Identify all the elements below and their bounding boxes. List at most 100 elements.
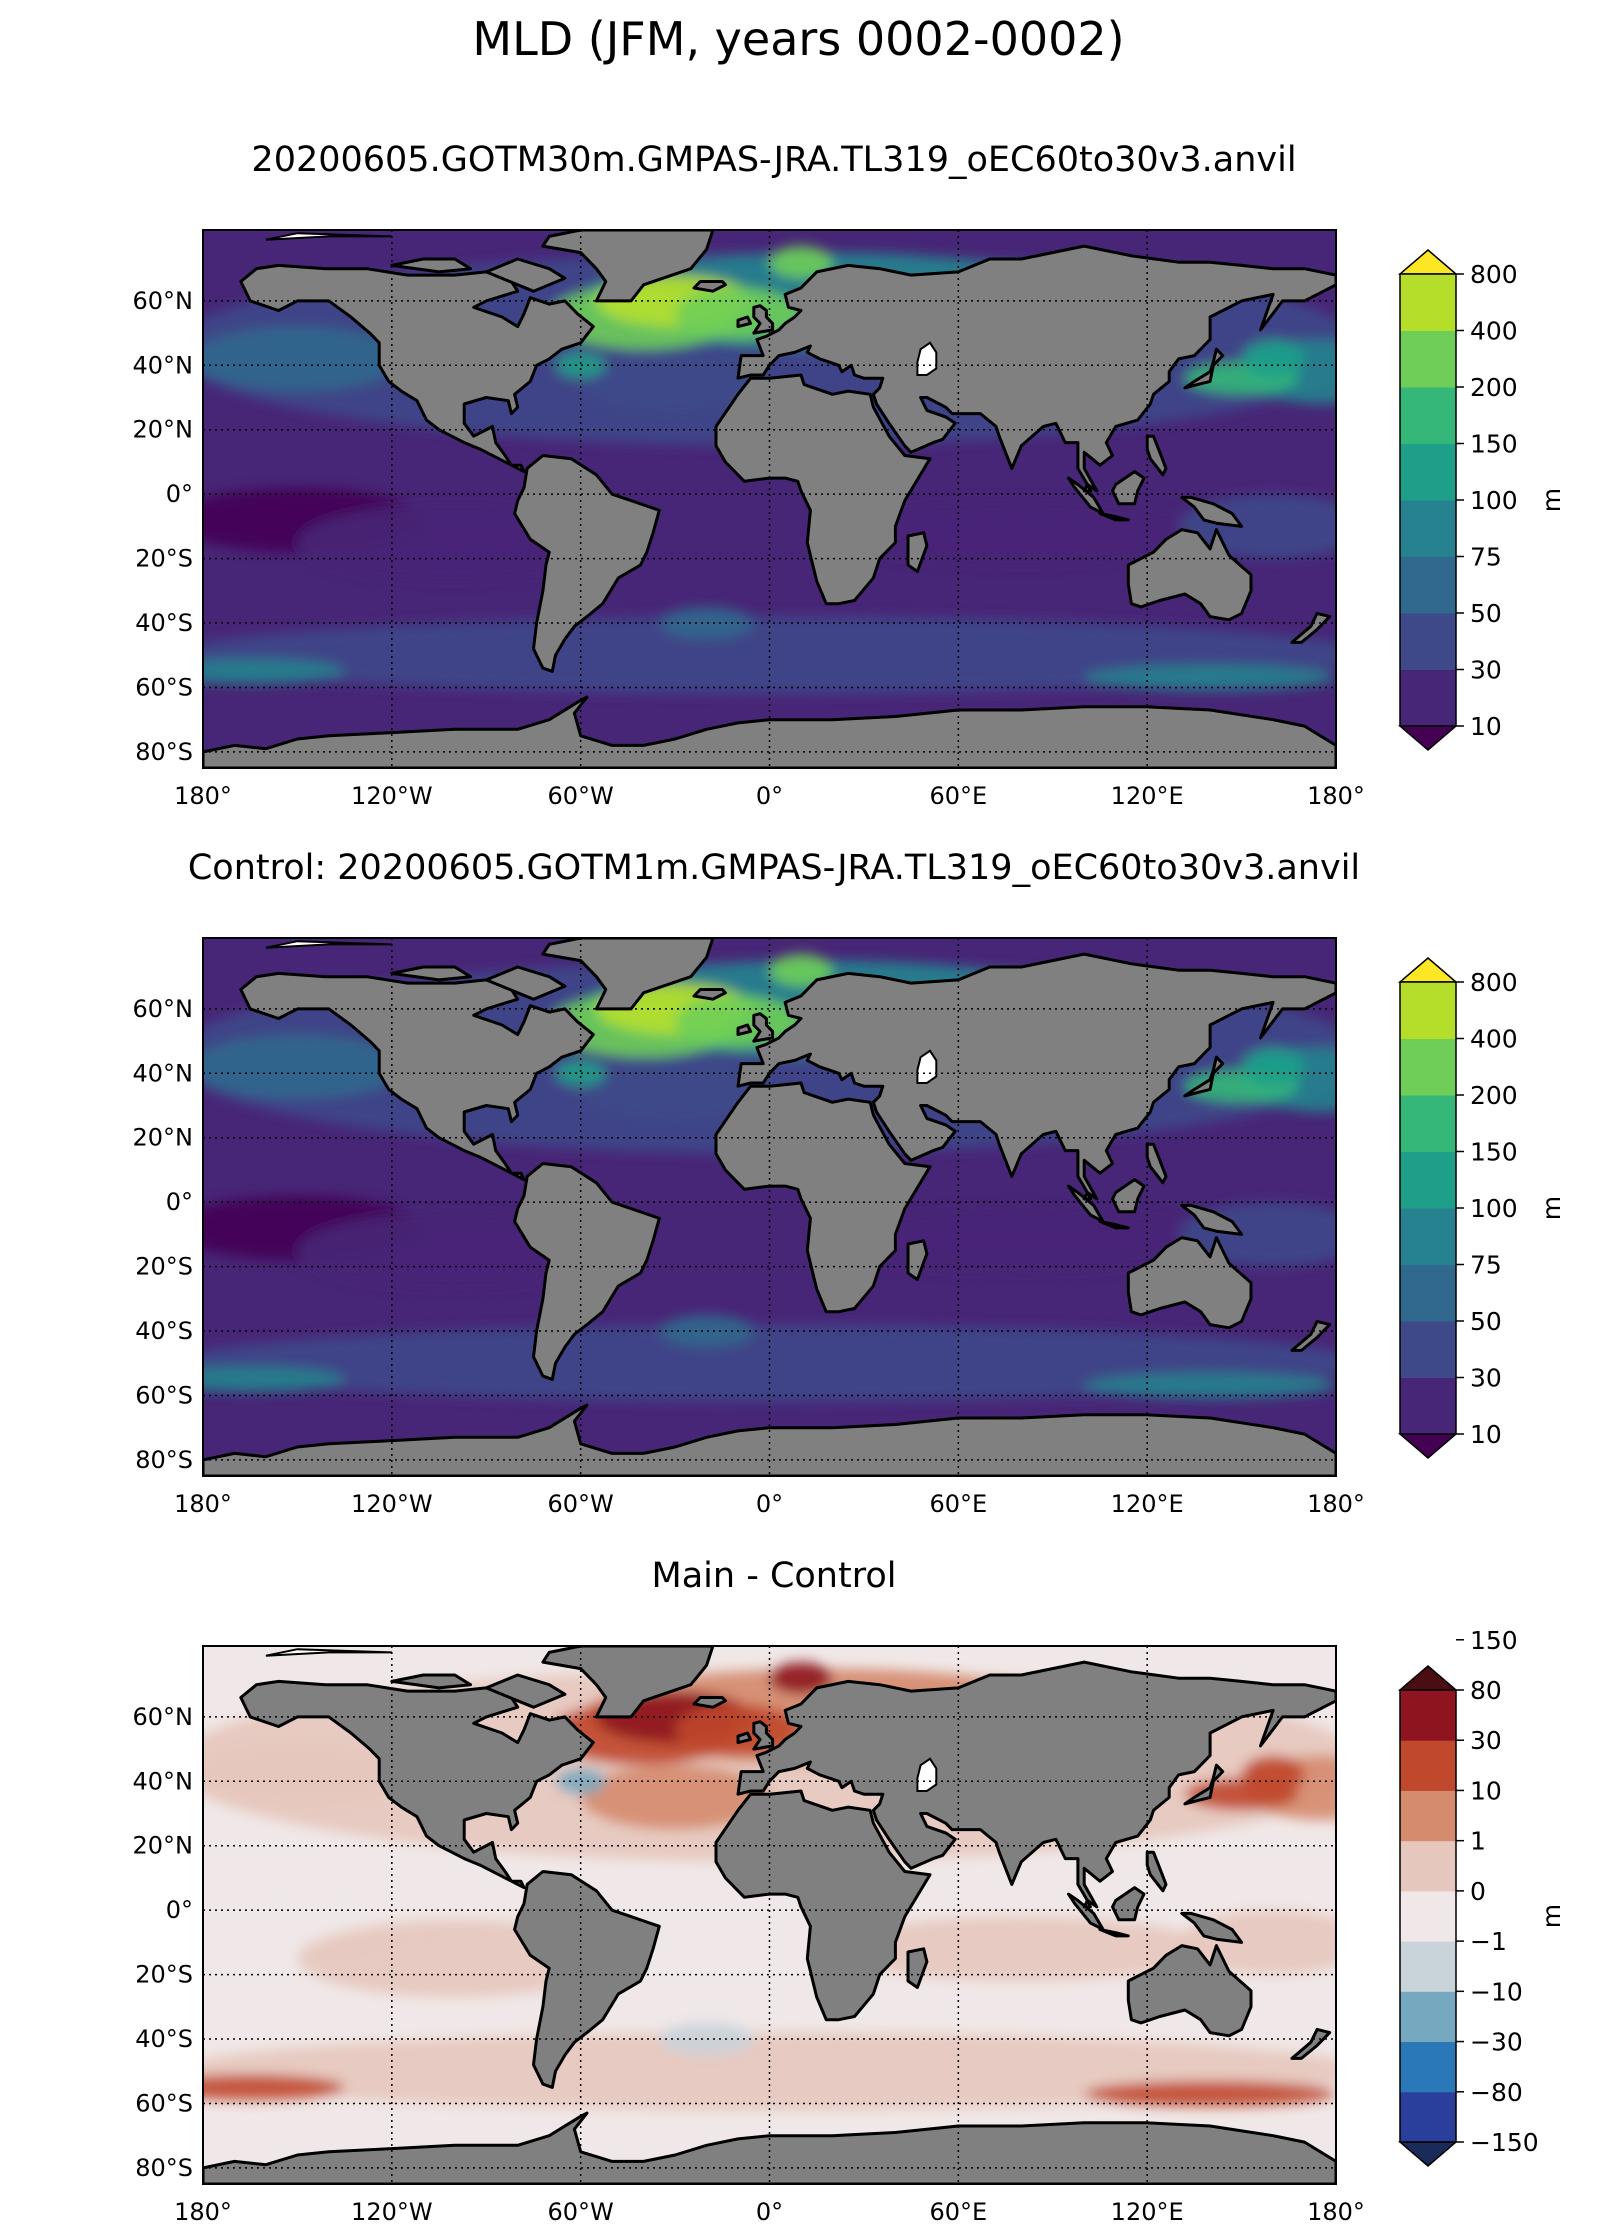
colorbar-tick-label: −1 xyxy=(1470,1927,1507,1956)
colorbar-band xyxy=(1400,1840,1456,1892)
land-polygon xyxy=(692,280,727,293)
ocean-field-patch xyxy=(203,1366,345,1393)
figure-title: MLD (JFM, years 0002-0002) xyxy=(472,12,1125,66)
y-tick-label: 40°N xyxy=(133,1059,194,1087)
colorbar-tick-label: 150 xyxy=(1470,1138,1518,1167)
colorbar-band xyxy=(1400,613,1456,670)
y-tick-label: 20°N xyxy=(133,1832,194,1860)
land-polygon xyxy=(1183,347,1225,390)
x-tick-label: 120°E xyxy=(1111,2198,1184,2226)
y-tick-label: 80°S xyxy=(135,2154,193,2182)
land-polygon xyxy=(513,1870,661,2089)
colorbar-band xyxy=(1400,1151,1456,1209)
colorbar-tick-label: −10 xyxy=(1470,1977,1523,2006)
land-polygon xyxy=(1183,1763,1225,1806)
land-polygon xyxy=(484,1673,567,1709)
y-tick-label: 40°N xyxy=(133,351,194,379)
land-polygon xyxy=(1290,1319,1332,1352)
colorbar-label: m xyxy=(1537,488,1566,512)
colorbar-band xyxy=(1400,443,1456,501)
x-tick-label: 60°W xyxy=(548,1490,614,1518)
ocean-field-patch xyxy=(659,2022,754,2056)
mld-map-main: 180° 120°W 60°W 0° 60°E 120°E 180° 60°N 40°N 20°N… xyxy=(133,229,1566,810)
map-frame xyxy=(202,937,1337,1477)
colorbar-band xyxy=(1400,1740,1456,1791)
land-polygon xyxy=(1180,495,1244,528)
ocean-field-patch xyxy=(580,349,770,414)
land-polygon xyxy=(1111,470,1146,506)
ocean-field-patch xyxy=(203,658,345,685)
land-polygon xyxy=(1082,1899,1092,1909)
colorbar-band xyxy=(1400,556,1456,614)
land-polygon xyxy=(239,1679,595,1890)
land-polygon xyxy=(484,965,567,1001)
land-polygon xyxy=(390,257,472,274)
colorbar-tick-label: 30 xyxy=(1470,1364,1502,1393)
x-tick-label: 0° xyxy=(756,1490,783,1518)
land-polygon xyxy=(906,1947,929,1989)
ocean-field-patch xyxy=(203,1324,1336,1402)
colorbar-tick-label: 10 xyxy=(1470,712,1502,741)
colorbar-tick-label: 800 xyxy=(1470,968,1518,997)
colorbar-band xyxy=(1400,1095,1456,1152)
colorbar-band xyxy=(1400,2041,1456,2093)
land-polygon xyxy=(736,244,1336,493)
ocean-field-patch xyxy=(1084,2080,1336,2107)
land-polygon xyxy=(1180,1203,1244,1236)
ocean-field-patch xyxy=(555,352,606,379)
colorbar-tick-label: 100 xyxy=(1470,1194,1518,1223)
colorbar-extend-high xyxy=(1397,957,1459,983)
land-polygon xyxy=(1126,1944,1253,2038)
colorbar-tick-label: 30 xyxy=(1470,656,1502,685)
ocean-field-patch xyxy=(203,2074,345,2101)
colorbar-band xyxy=(1400,500,1456,557)
x-tick-label: 120°W xyxy=(351,1490,433,1518)
colorbar-band xyxy=(1400,1890,1456,1942)
x-tick-label: 120°E xyxy=(1111,1490,1184,1518)
y-tick-label: 60°N xyxy=(133,1703,194,1731)
land-polygon xyxy=(1082,1191,1092,1201)
ocean-field-patch xyxy=(1084,664,1336,691)
colorbar-tick-label: 800 xyxy=(1470,260,1518,289)
colorbar-tick-label: 1 xyxy=(1470,1827,1486,1856)
x-tick-label: 180° xyxy=(174,2198,232,2226)
land-polygon xyxy=(203,2111,1336,2184)
land-polygon xyxy=(714,1081,932,1314)
colorbar-extend-low xyxy=(1397,725,1459,751)
y-tick-label: 0° xyxy=(166,1188,193,1216)
land-polygon xyxy=(1098,512,1130,522)
y-tick-label: 20°N xyxy=(133,416,194,444)
panel-1-title: 20200605.GOTM30m.GMPAS-JRA.TL319_oEC60to… xyxy=(251,140,1297,180)
land-polygon xyxy=(203,1403,1336,1476)
land-polygon xyxy=(1145,1142,1168,1185)
ocean-field-patch xyxy=(1241,1755,1305,1795)
land-polygon xyxy=(541,1646,715,1719)
ocean-field-patch xyxy=(555,1768,606,1795)
ocean-field-patch xyxy=(769,954,833,987)
colorbar-tick-label: 80 xyxy=(1470,1676,1502,1705)
map-area xyxy=(203,938,1336,1476)
colorbar-tick-label: 10 xyxy=(1470,1420,1502,1449)
ocean-field-patch xyxy=(203,2032,1336,2110)
land-polygon xyxy=(714,373,932,606)
land-polygon xyxy=(1183,1055,1225,1098)
ocean-field-patch xyxy=(203,1034,405,1100)
colorbar-tick-label: 150 xyxy=(1470,430,1518,459)
land-polygon xyxy=(736,1731,753,1745)
colorbar-tick-label: 10 xyxy=(1470,1776,1502,1805)
land-polygon xyxy=(1290,2027,1332,2060)
x-tick-label: 180° xyxy=(1307,2198,1365,2226)
y-tick-label: 40°S xyxy=(135,2025,193,2053)
colorbar-label: m xyxy=(1537,1904,1566,1928)
colorbar-tick-label: −30 xyxy=(1470,2028,1523,2057)
colorbar-frame xyxy=(1399,1689,1457,2143)
colorbar-tick-label: 30 xyxy=(1470,1726,1502,1755)
colorbar-band xyxy=(1400,1991,1456,2043)
colorbar-tick-label: 150 xyxy=(1470,1626,1518,1655)
land-polygon xyxy=(1098,1928,1130,1938)
land-polygon xyxy=(906,1239,929,1281)
land-polygon xyxy=(484,257,567,293)
y-tick-label: 80°S xyxy=(135,1446,193,1474)
land-polygon xyxy=(1098,1220,1130,1230)
ocean-field-patch xyxy=(580,1765,770,1830)
